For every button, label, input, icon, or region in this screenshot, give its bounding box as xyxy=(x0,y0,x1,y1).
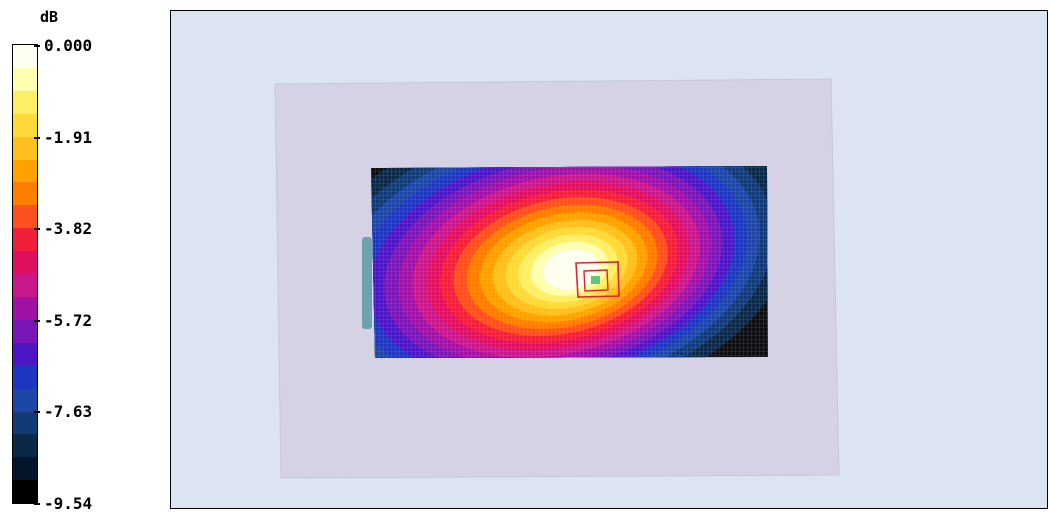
colorbar-swatch xyxy=(13,296,37,320)
probe-marker xyxy=(575,261,620,298)
colorbar-swatch xyxy=(13,388,37,412)
colorbar-swatch xyxy=(13,342,37,366)
scan-side-edge xyxy=(362,237,372,329)
colorbar-tick-label: -9.54 xyxy=(33,496,92,512)
colorbar-swatch xyxy=(13,434,37,458)
scan-region xyxy=(371,166,768,358)
colorbar-tick-label: -5.72 xyxy=(33,313,92,329)
colorbar-swatch xyxy=(13,411,37,435)
plot-area xyxy=(170,10,1048,509)
colorbar-swatch xyxy=(13,159,37,183)
colorbar-unit-label: dB xyxy=(40,8,59,26)
colorbar-swatch xyxy=(13,251,37,275)
colorbar-swatch xyxy=(13,228,37,252)
colorbar-swatch xyxy=(13,67,37,91)
colorbar-swatch xyxy=(13,136,37,160)
plot-canvas xyxy=(274,78,840,479)
colorbar-swatch xyxy=(13,113,37,137)
colorbar-swatch xyxy=(13,205,37,229)
colorbar-swatch xyxy=(13,365,37,389)
colorbar-tick-label: 0.000 xyxy=(33,38,92,54)
colorbar-swatch xyxy=(13,319,37,343)
colorbar xyxy=(12,44,38,504)
colorbar-tick-label: -3.82 xyxy=(33,221,92,237)
colorbar-tick-label: -1.91 xyxy=(33,130,92,146)
colorbar-tick-label: -7.63 xyxy=(33,404,92,420)
colorbar-swatch xyxy=(13,480,37,504)
colorbar-swatch xyxy=(13,90,37,114)
colorbar-swatch xyxy=(13,457,37,481)
colorbar-swatch xyxy=(13,274,37,297)
colorbar-panel: dB 0.000 -1.91 -3.82 -5.72 -7.63 -9.54 xyxy=(0,0,150,512)
colorbar-swatch xyxy=(13,45,37,68)
colorbar-swatch xyxy=(13,182,37,206)
